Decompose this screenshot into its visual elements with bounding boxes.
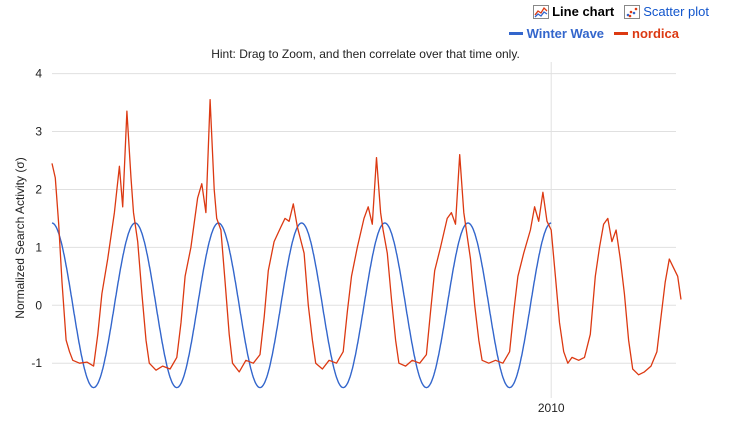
y-axis-ticks: 4 3 2 1 0 -1	[31, 67, 42, 371]
y-axis-label: Normalized Search Activity (σ)	[13, 157, 27, 318]
legend-label-winter-wave: Winter Wave	[526, 26, 605, 41]
legend-item-winter-wave[interactable]: Winter Wave	[508, 26, 605, 41]
line-chart-label: Line chart	[552, 4, 615, 19]
y-tick-label: 2	[35, 182, 42, 196]
legend-item-nordica[interactable]: nordica	[614, 26, 679, 41]
y-tick-label: -1	[31, 356, 42, 370]
y-tick-label: 4	[35, 67, 42, 81]
zoom-hint: Hint: Drag to Zoom, and then correlate o…	[211, 47, 520, 61]
chart-grid	[52, 62, 676, 398]
legend-swatch-nordica	[614, 32, 629, 35]
scatter-plot-label: Scatter plot	[643, 4, 709, 19]
chart-type-toolbar: Line chart Scatter plot	[533, 4, 709, 19]
y-tick-label: 1	[35, 240, 42, 254]
y-tick-label: 3	[35, 125, 42, 139]
chart-legend: Winter Wave nordica	[508, 26, 679, 41]
line-chart-button[interactable]: Line chart	[533, 4, 614, 19]
scatter-plot-icon	[624, 4, 641, 19]
x-tick-label: 2010	[538, 401, 565, 415]
series-line-nordica[interactable]	[51, 99, 682, 376]
line-chart-icon	[533, 4, 550, 19]
legend-label-nordica: nordica	[632, 26, 679, 41]
chart-series	[51, 99, 682, 389]
scatter-plot-button[interactable]: Scatter plot	[624, 4, 709, 19]
legend-swatch-winter-wave	[508, 32, 523, 35]
x-axis-ticks: 2010	[538, 401, 565, 415]
y-tick-label: 0	[35, 298, 42, 312]
